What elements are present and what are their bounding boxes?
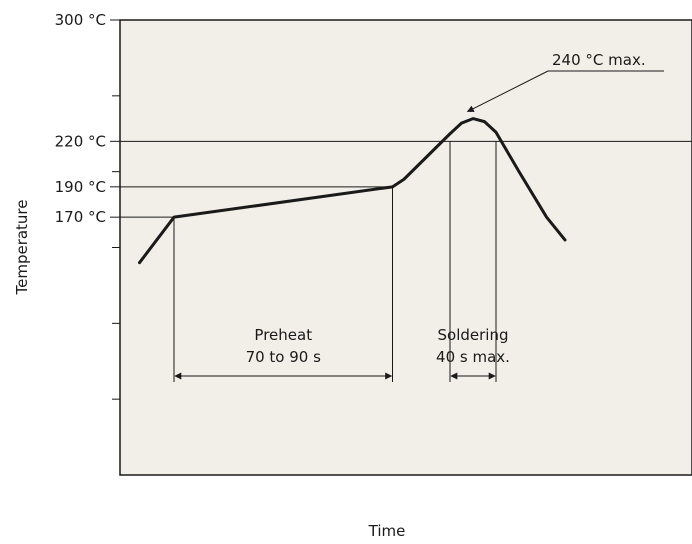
y-axis-ticks xyxy=(110,19,120,400)
soldering-label: Soldering xyxy=(438,326,509,344)
annotations: Preheat 70 to 90 s Soldering 40 s max. 240 °… xyxy=(173,51,664,382)
preheat-duration: 70 to 90 s xyxy=(246,348,322,366)
y-label-300: 300 °C xyxy=(55,11,106,29)
x-axis-title: Time xyxy=(368,522,406,540)
y-label-170: 170 °C xyxy=(55,208,106,226)
y-label-220: 220 °C xyxy=(55,132,106,150)
peak-label: 240 °C max. xyxy=(552,51,646,69)
y-axis-labels: 300 °C 220 °C 190 °C 170 °C xyxy=(55,11,106,226)
peak-leader-arrow xyxy=(466,70,549,113)
soldering-duration: 40 s max. xyxy=(436,348,510,366)
reference-lines xyxy=(120,140,692,218)
y-label-190: 190 °C xyxy=(55,178,106,196)
preheat-label: Preheat xyxy=(254,326,312,344)
y-axis-title: Temperature xyxy=(13,199,31,295)
plot-area xyxy=(119,19,692,476)
